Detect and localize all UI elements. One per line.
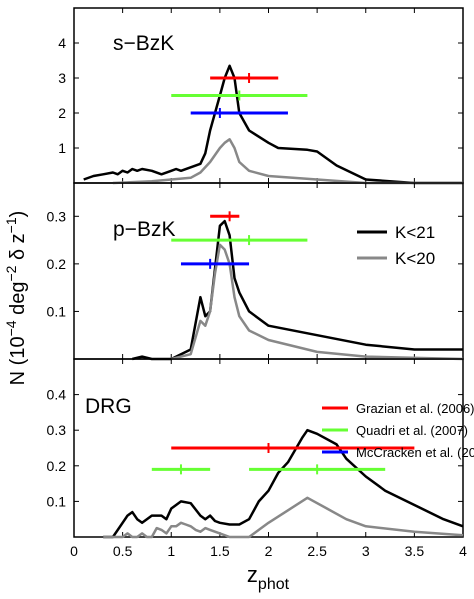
y-tick-label: 0.3 [47,208,67,224]
y-tick-label: 0.1 [47,303,67,319]
chart-panel-3: 0.1 0.2 0.3 0.4 DRG Grazian et al. (2006) Quad… [47,358,474,539]
x-axis-label: zphot [247,562,290,593]
y-tick-label: 0.3 [47,422,67,438]
series-line-k20 [170,243,464,361]
y-tick-label: 3 [58,70,66,86]
legend: K<21 K<20 [357,223,435,268]
series-line-k21 [83,64,463,185]
panel-frame [73,182,464,360]
x-tick-label: 0 [70,543,78,559]
y-axis-label-exp1: −4 [3,320,19,336]
legend-label: K<21 [395,223,435,242]
series-line-k20 [112,138,463,185]
x-tick-label: 2.5 [307,543,327,559]
series-line-k20 [103,496,464,539]
y-axis-label-prefix: N (10 [7,336,29,385]
panel-label: s−BzK [113,32,174,55]
y-tick-label: 0.1 [47,493,67,509]
x-axis-label-sub: phot [258,576,290,593]
legend-label: K<20 [395,249,435,268]
x-tick-label: 4 [459,543,467,559]
x-tick-label: 1.5 [210,543,230,559]
panel-label: p−BzK [113,218,175,241]
legend-label: Grazian et al. (2006) [356,401,474,416]
panels: 1 2 3 4 s−BzK 0.1 0.2 0.3 p−BzK K<21 K<20 0.1 0.2 0.3… [47,7,474,539]
y-tick-label: 0.4 [47,387,67,403]
legend-label: Quadri et al. (2007) [356,423,468,438]
x-axis-label-main: z [247,562,258,587]
series-line-k21 [103,428,464,539]
y-axis-label-suffix: ) [7,211,29,218]
x-tick-label: 1 [167,543,175,559]
y-axis-label-exp3: −1 [3,217,19,233]
chart-panel-1: 1 2 3 4 s−BzK [58,7,464,185]
y-axis-label-exp2: −2 [3,265,19,281]
x-tick-label: 3 [362,543,370,559]
panel-label: DRG [85,395,132,418]
x-axis: 0 0.5 1 1.5 2 2.5 3 3.5 4 [70,543,467,559]
x-tick-label: 3.5 [405,543,425,559]
y-axis-label-mid2: δ z [7,233,29,265]
y-tick-label: 1 [58,140,66,156]
legend: Grazian et al. (2006) Quadri et al. (2007… [322,401,474,460]
legend-label: McCracken et al. (2010) [356,445,474,460]
y-tick-label: 0.2 [47,458,67,474]
y-axis-label: N (10−4 deg−2 δ z−1) [3,211,29,386]
y-tick-label: 0.2 [47,256,67,272]
x-tick-label: 0.5 [113,543,133,559]
x-tick-label: 2 [265,543,273,559]
y-tick-label: 4 [58,35,66,51]
y-tick-label: 2 [58,105,66,121]
y-axis-label-mid: deg [7,282,29,321]
chart-panel-2: 0.1 0.2 0.3 p−BzK K<21 K<20 [47,182,464,361]
